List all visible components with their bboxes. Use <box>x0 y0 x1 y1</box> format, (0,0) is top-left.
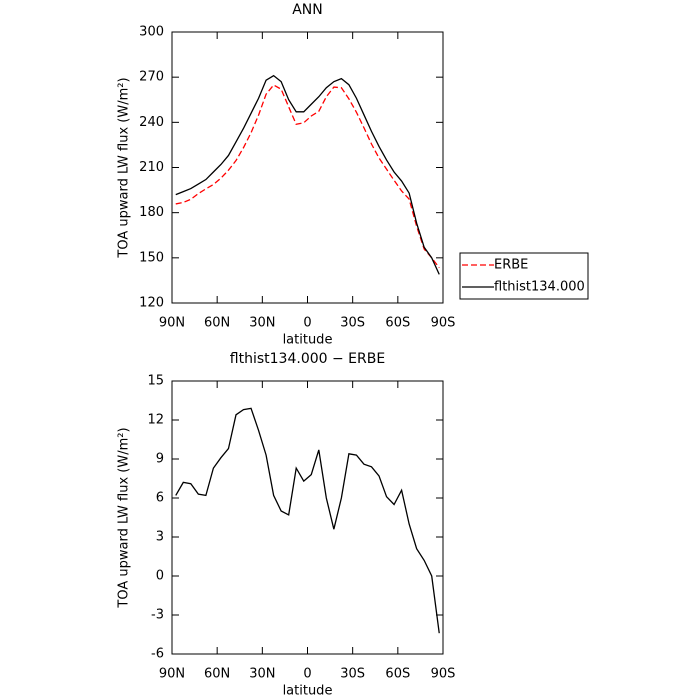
y-tick-label: 3 <box>156 530 164 545</box>
y-tick-label: 240 <box>139 115 164 130</box>
chart-title: ANN <box>292 2 323 18</box>
y-tick-label: -6 <box>151 647 164 662</box>
plot-frame <box>171 380 444 655</box>
plot-frame <box>171 31 444 304</box>
y-tick-label: 180 <box>139 205 164 220</box>
x-tick-label: 60N <box>204 316 230 331</box>
x-tick-label: 0 <box>303 667 311 682</box>
y-tick-label: 9 <box>156 452 164 467</box>
x-axis-label: latitude <box>283 684 333 699</box>
x-tick-label: 0 <box>303 316 311 331</box>
data-line <box>175 74 440 275</box>
panel: ANN 90N 60N 30N 0 30S 60S 90S 120 150 180 210 240 270… <box>117 2 589 348</box>
x-tick-label: 90S <box>431 667 456 682</box>
y-axis-label: TOA upward LW flux (W/m²) <box>117 77 132 258</box>
chart-title: flthist134.000 − ERBE <box>230 351 385 367</box>
x-tick-label: 90S <box>431 316 456 331</box>
y-tick-label: 210 <box>139 160 164 175</box>
data-line <box>175 407 440 634</box>
y-tick-label: -3 <box>151 608 164 623</box>
x-tick-label: 90N <box>159 316 185 331</box>
y-tick-label: 300 <box>139 25 164 40</box>
y-axis-label: TOA upward LW flux (W/m²) <box>117 427 132 608</box>
y-tick-label: 150 <box>139 250 164 265</box>
legend-box <box>459 252 589 300</box>
y-tick-label: 270 <box>139 70 164 85</box>
x-tick-label: 30N <box>249 667 275 682</box>
x-tick-label: 90N <box>159 667 185 682</box>
y-tick-label: 15 <box>147 374 164 389</box>
x-tick-label: 30N <box>249 316 275 331</box>
x-tick-label: 30S <box>340 316 365 331</box>
x-tick-label: 60S <box>385 316 410 331</box>
panel: flthist134.000 − ERBE 90N 60N 30N 0 30S 60S 90S… <box>117 351 456 699</box>
y-tick-label: 12 <box>147 413 164 428</box>
y-tick-label: 120 <box>139 296 164 311</box>
x-axis-label: latitude <box>283 333 333 348</box>
y-tick-label: 0 <box>156 569 164 584</box>
legend-label: ERBE <box>494 258 528 273</box>
data-line <box>175 84 440 269</box>
x-tick-label: 60S <box>385 667 410 682</box>
y-tick-label: 6 <box>156 491 164 506</box>
legend-label: flthist134.000 <box>494 280 585 295</box>
x-tick-label: 60N <box>204 667 230 682</box>
x-tick-label: 30S <box>340 667 365 682</box>
